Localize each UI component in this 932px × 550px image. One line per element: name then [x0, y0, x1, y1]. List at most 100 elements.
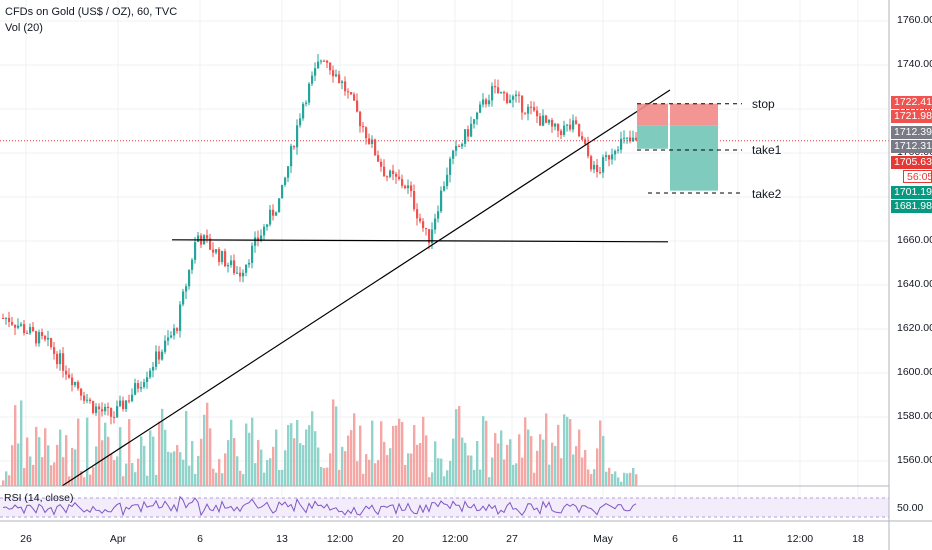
- volume-bar: [314, 431, 317, 486]
- volume-bar: [620, 481, 623, 486]
- candle: [101, 409, 104, 412]
- volume-bars: [2, 399, 638, 486]
- candle: [581, 136, 584, 140]
- volume-bar: [449, 460, 452, 486]
- price-tag: 1721.98: [891, 110, 932, 123]
- volume-bar: [455, 409, 458, 486]
- candle: [542, 115, 545, 126]
- time-axis-tick: 12:00: [441, 533, 469, 545]
- volume-bar: [404, 465, 407, 486]
- candle: [293, 146, 296, 148]
- volume-bar: [125, 463, 128, 486]
- volume-bar: [137, 458, 140, 486]
- volume-bar: [299, 443, 302, 486]
- candle: [110, 407, 113, 417]
- volume-bar: [275, 429, 278, 486]
- candle: [635, 137, 638, 140]
- candle: [518, 94, 521, 96]
- volume-bar: [293, 438, 296, 486]
- candle: [374, 139, 377, 156]
- candle: [395, 174, 398, 177]
- candle: [467, 129, 470, 137]
- volume-bar: [209, 428, 212, 486]
- candle: [65, 370, 68, 375]
- candle: [119, 400, 122, 407]
- volume-bar: [458, 406, 461, 486]
- volume-bar: [203, 414, 206, 486]
- volume-bar: [488, 477, 491, 486]
- candle: [587, 144, 590, 157]
- volume-bar: [563, 414, 566, 486]
- candle: [383, 166, 386, 177]
- candle: [614, 150, 617, 155]
- volume-bar: [20, 400, 23, 486]
- candle: [146, 377, 149, 383]
- candle: [629, 137, 632, 142]
- candle: [197, 235, 200, 243]
- candle: [539, 116, 542, 126]
- rsi-band: [0, 498, 889, 517]
- candle: [35, 331, 38, 344]
- volume-bar: [104, 422, 107, 486]
- volume-bar: [617, 477, 620, 486]
- volume-bar: [311, 411, 314, 486]
- candle: [269, 209, 272, 225]
- candle: [260, 235, 263, 241]
- time-axis-tick: 11: [732, 533, 744, 545]
- volume-bar: [194, 473, 197, 486]
- candle: [164, 340, 167, 352]
- candle: [563, 125, 566, 136]
- volume-bar: [116, 456, 119, 486]
- price-axis-tick: 1760.00: [897, 14, 932, 26]
- candle: [26, 333, 29, 335]
- volume-bar: [83, 477, 86, 486]
- candle: [566, 124, 569, 126]
- candle: [512, 96, 515, 100]
- volume-bar: [422, 416, 425, 486]
- stop-loss-zone: [637, 103, 718, 126]
- candle: [128, 400, 131, 402]
- candle: [488, 100, 491, 105]
- candle: [527, 106, 530, 114]
- candle: [224, 251, 227, 267]
- volume-bar: [176, 445, 179, 486]
- volume-bar: [566, 416, 569, 486]
- candle: [356, 100, 359, 112]
- candle: [572, 120, 575, 130]
- candle: [497, 87, 500, 94]
- volume-bar: [428, 477, 431, 486]
- candle: [491, 86, 494, 101]
- volume-bar: [86, 417, 89, 486]
- volume-bar: [179, 452, 182, 486]
- candle: [407, 185, 410, 189]
- candle: [149, 370, 152, 378]
- candle: [503, 92, 506, 94]
- volume-bar: [263, 472, 266, 486]
- candle: [479, 104, 482, 113]
- volume-bar: [419, 442, 422, 486]
- candle: [425, 228, 428, 230]
- volume-bar: [593, 469, 596, 486]
- volume-bar: [578, 429, 581, 486]
- candle: [125, 400, 128, 410]
- volume-bar: [437, 458, 440, 486]
- volume-bar: [59, 429, 62, 486]
- volume-bar: [395, 425, 398, 486]
- volume-bar: [254, 463, 257, 486]
- volume-bar: [413, 425, 416, 486]
- volume-bar: [50, 465, 53, 486]
- candle: [533, 107, 536, 111]
- price-axis-tick: 1560.00: [897, 454, 932, 466]
- candle: [2, 318, 5, 319]
- time-axis-tick: 18: [852, 533, 864, 545]
- volume-bar: [107, 436, 110, 486]
- candle: [254, 237, 257, 246]
- candle: [485, 99, 488, 105]
- candle: [473, 119, 476, 124]
- volume-bar: [407, 453, 410, 486]
- candle: [590, 156, 593, 170]
- volume-bar: [344, 451, 347, 486]
- volume-bar: [611, 473, 614, 486]
- candle: [605, 155, 608, 158]
